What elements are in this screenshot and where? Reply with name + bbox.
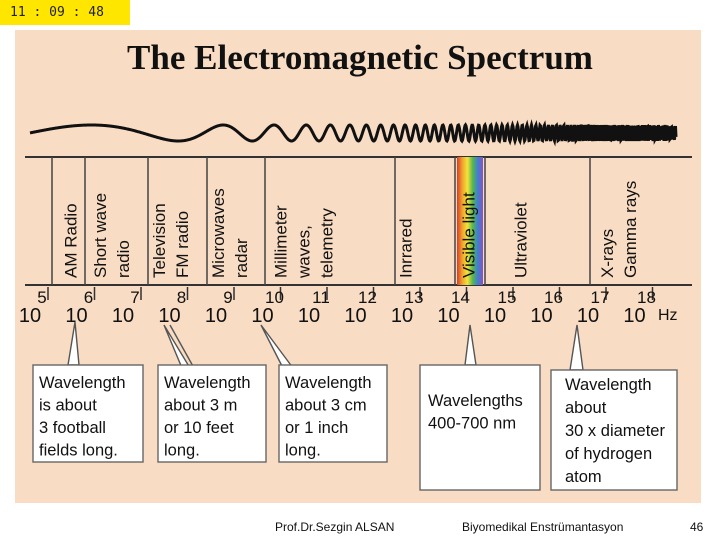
clock-display: 11 : 09 : 48 (0, 0, 130, 25)
callout-text: long. (164, 442, 200, 460)
footer-page-number: 46 (690, 520, 704, 534)
scale-exponent: 12 (358, 288, 377, 307)
callout-text: Wavelength (164, 374, 251, 392)
band-label: Visible light (459, 192, 478, 278)
callout-text: 3 football (39, 419, 106, 437)
scale-ticks (47, 287, 654, 300)
scale-exponent: 11 (312, 288, 330, 307)
band-label: Ultraviolet (511, 202, 530, 278)
scale-exponent: 9 (223, 288, 232, 307)
callouts: Wavelength is about 3 football fields long.… (32, 364, 678, 491)
callout-text: is about (39, 397, 97, 415)
callout-text: about 3 m (164, 397, 237, 415)
scale-exponent: 13 (405, 288, 424, 307)
scale-exponent: 14 (451, 288, 470, 307)
band-label: Inrrared (396, 218, 415, 278)
band-label: radar (232, 238, 251, 278)
callout-text: long. (285, 442, 321, 460)
scale-unit: Hz (658, 307, 678, 324)
scale-exponent: 7 (130, 288, 139, 307)
callout-text: or 1 inch (285, 419, 348, 437)
scale-base: 10 (344, 305, 366, 327)
scale-base: 10 (530, 305, 552, 327)
band-label: AM Radio (61, 203, 80, 278)
wave-graphic (29, 119, 678, 147)
callout-box (278, 364, 388, 463)
slide-title: The Electromagnetic Spectrum (127, 38, 593, 77)
scale-exponent: 16 (544, 288, 563, 307)
band-label: Microwaves (209, 188, 228, 278)
callout-text: Wavelength (285, 374, 372, 392)
band-label: radio (114, 240, 133, 278)
scale-base: 10 (437, 305, 459, 327)
callout-text: of hydrogen (565, 445, 652, 463)
callout-text: 400-700 nm (428, 415, 516, 433)
band-dividers (51, 157, 591, 285)
scale-exponent: 17 (591, 288, 610, 307)
callout-connector (67, 321, 80, 366)
scale-exponent: 10 (265, 288, 284, 307)
callout-box (157, 364, 267, 463)
callout-connector (569, 324, 584, 371)
scale-base: 10 (577, 305, 599, 327)
scale-base: 10 (65, 305, 87, 327)
callout-box (419, 364, 541, 491)
scale-base: 10 (112, 305, 134, 327)
band-label: Millimeter (271, 205, 290, 278)
scale-base: 10 (298, 305, 320, 327)
callout-connector (464, 324, 477, 366)
scale-base: 10 (205, 305, 227, 327)
band-label: Short wave (91, 193, 110, 278)
scale-base: 10 (19, 305, 41, 327)
scale-base: 10 (391, 305, 413, 327)
visible-light-band (457, 157, 483, 285)
callout-text: about 3 cm (285, 397, 367, 415)
callout-connector (169, 324, 195, 369)
scale-base: 10 (158, 305, 180, 327)
callout-connector (260, 324, 295, 369)
callout-text: about (565, 399, 607, 417)
scale-base: 10 (484, 305, 506, 327)
callout-text: Wavelengths (428, 392, 523, 410)
callout-text: or 10 feet (164, 419, 234, 437)
scale-exponent: 5 (37, 288, 46, 307)
footer-author: Prof.Dr.Sezgin ALSAN (275, 520, 395, 534)
scale-base: 10 (251, 305, 273, 327)
callout-text: Wavelength (565, 376, 652, 394)
footer-course: Biyomedikal Enstrümantasyon (462, 520, 624, 534)
scale-base: 10 (623, 305, 645, 327)
band-label: Television (150, 203, 169, 278)
callout-box (550, 369, 678, 491)
callout-connector (163, 324, 192, 369)
band-label: Gamma rays (621, 181, 640, 278)
callout-text: atom (565, 468, 602, 486)
callout-text: 30 x diameter (565, 422, 665, 440)
scale-exponent: 15 (498, 288, 517, 307)
callout-connectors (67, 321, 584, 371)
scale-exponent: 18 (637, 288, 656, 307)
scale-exponent: 8 (177, 288, 186, 307)
frequency-scale: 1051061071081091010101110121013101410151… (19, 288, 678, 327)
callout-text: fields long. (39, 442, 118, 460)
band-label: waves, (294, 225, 313, 279)
callout-box (32, 364, 144, 463)
callout-text: Wavelength (39, 374, 126, 392)
band-label: telemetry (317, 208, 336, 278)
band-label: X-rays (598, 229, 617, 278)
band-label: FM radio (173, 211, 192, 278)
band-labels: AM Radio Short wave radio Television FM radi… (61, 181, 640, 279)
scale-exponent: 6 (84, 288, 93, 307)
